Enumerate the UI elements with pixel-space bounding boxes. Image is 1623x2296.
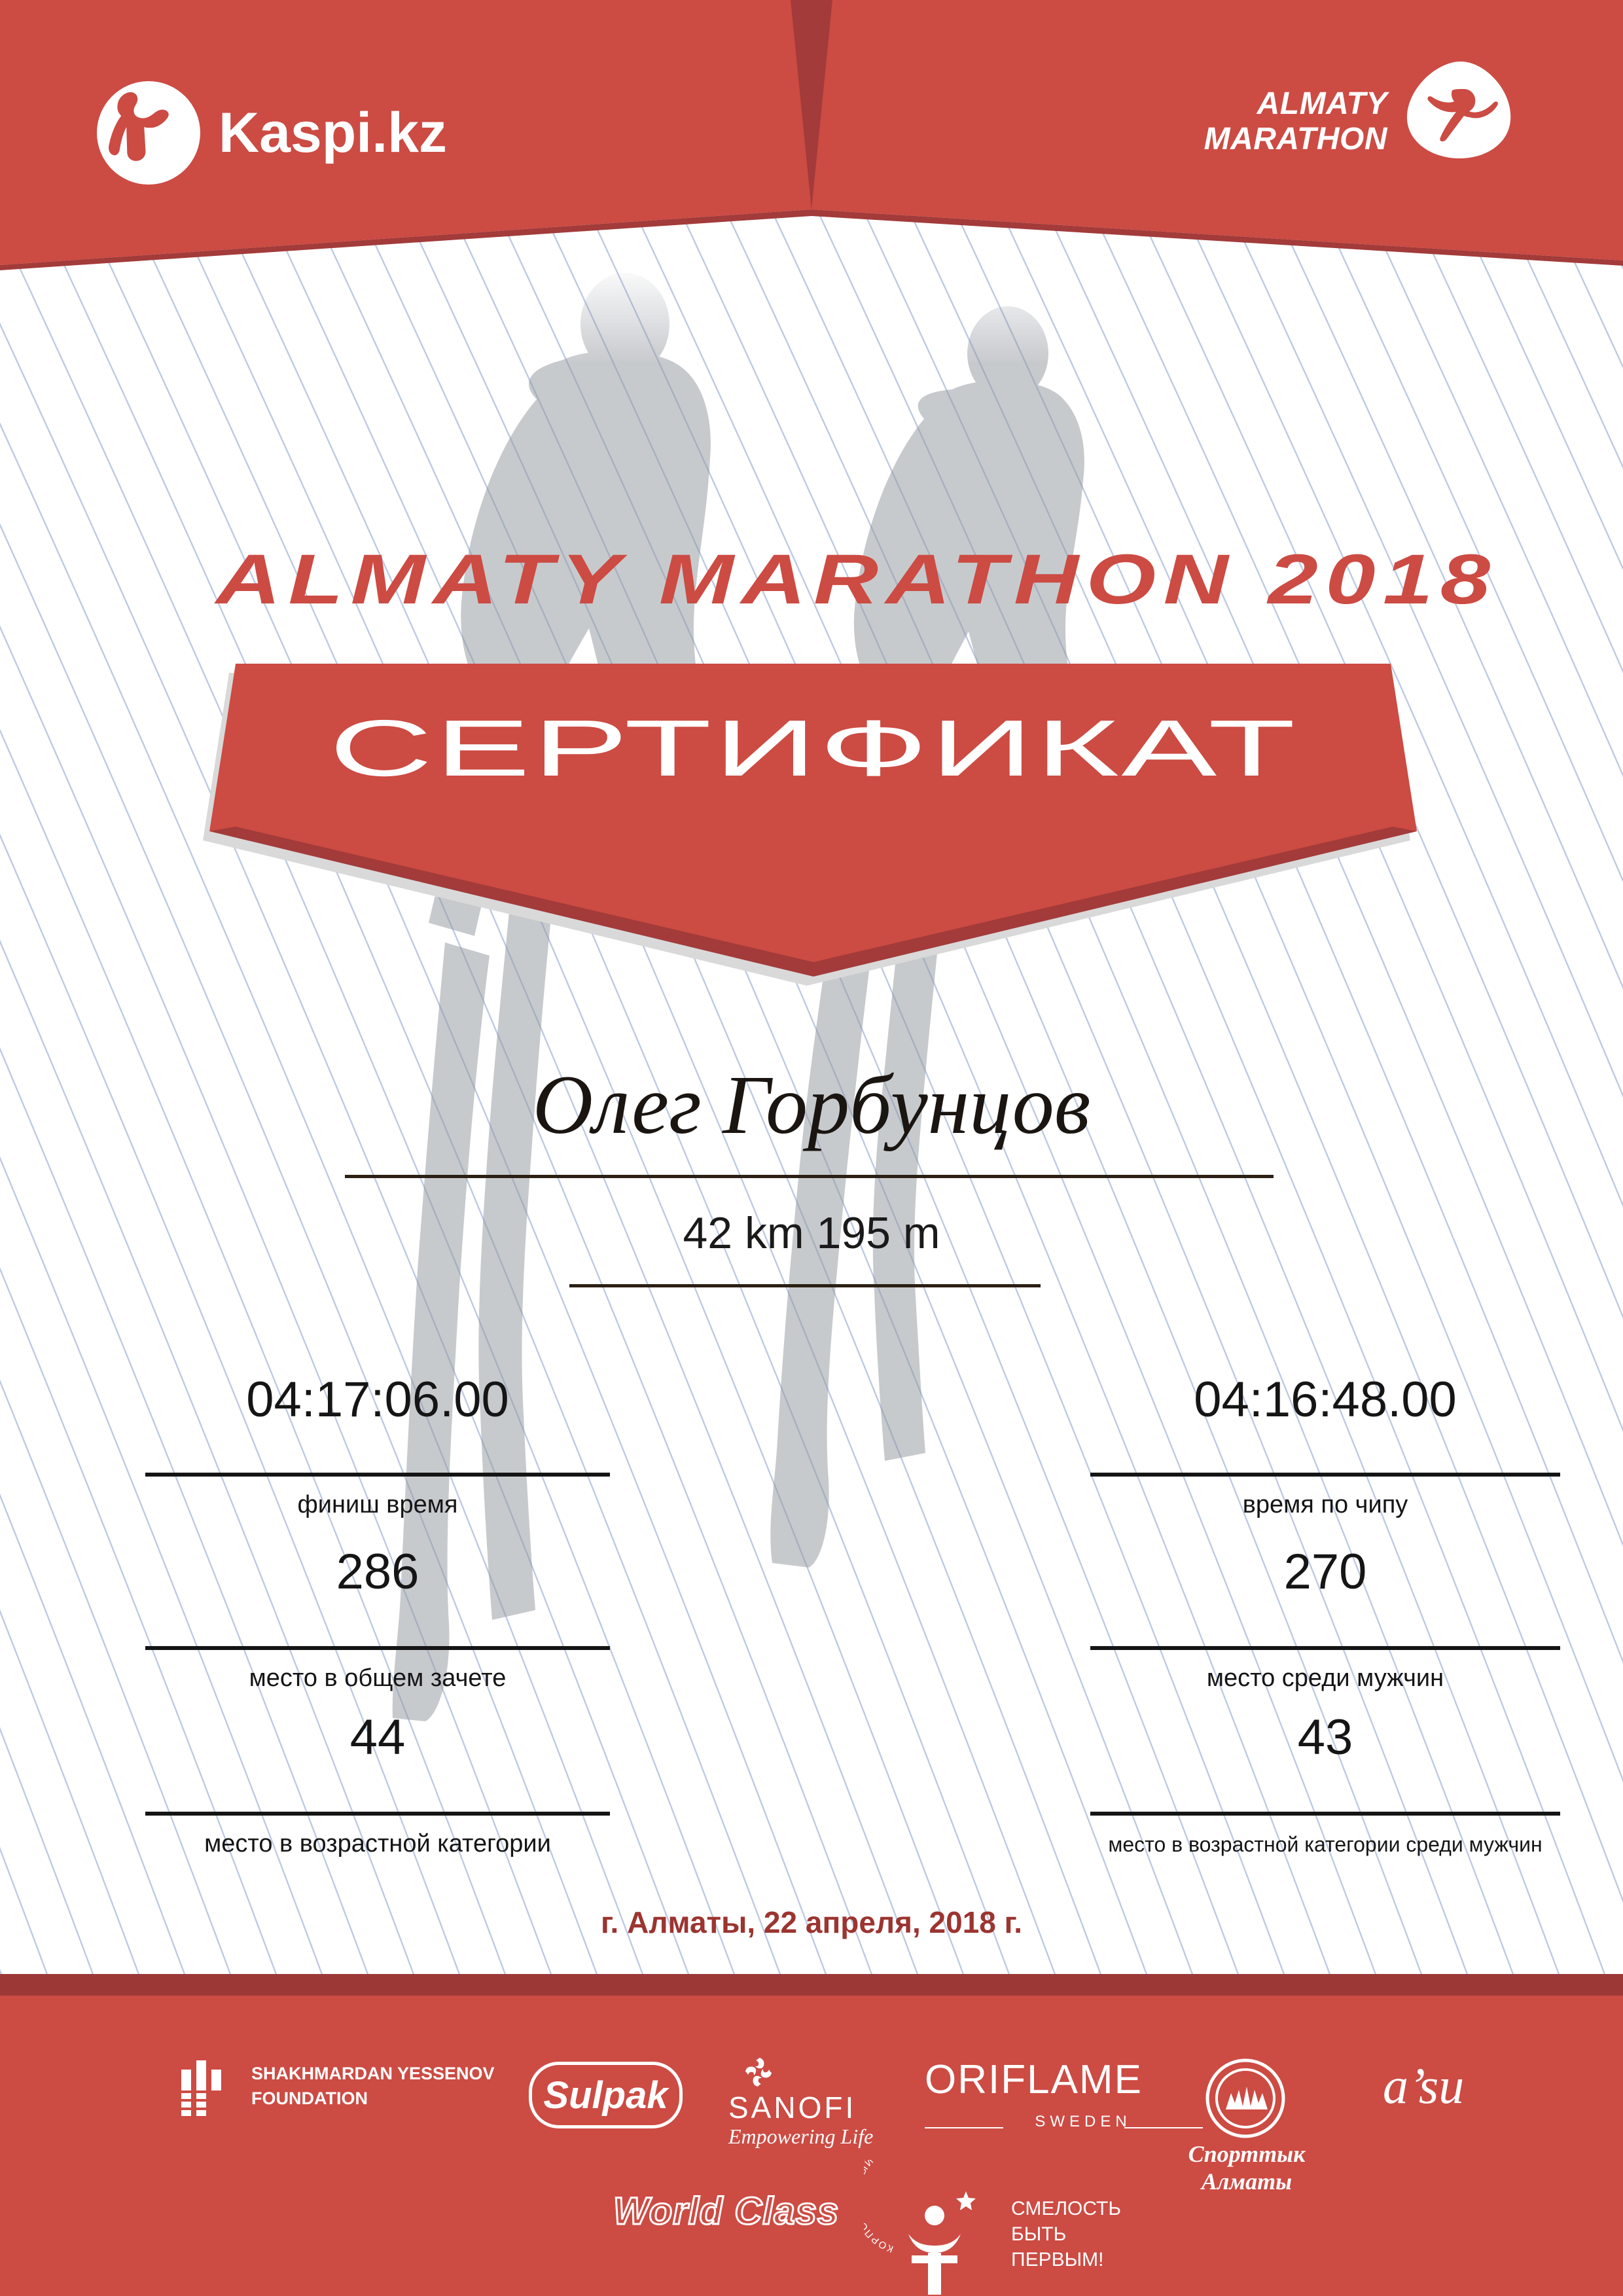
svg-text:СЕРТИФИКАТ: СЕРТИФИКАТ: [329, 704, 1298, 793]
svg-text:ALMATY: ALMATY: [1257, 86, 1390, 121]
svg-text:КОРПОРАТИВНЫЙ ФОНД: КОРПОРАТИВНЫЙ ФОНД: [864, 2160, 910, 2255]
svg-text:MARATHON: MARATHON: [1204, 122, 1388, 156]
